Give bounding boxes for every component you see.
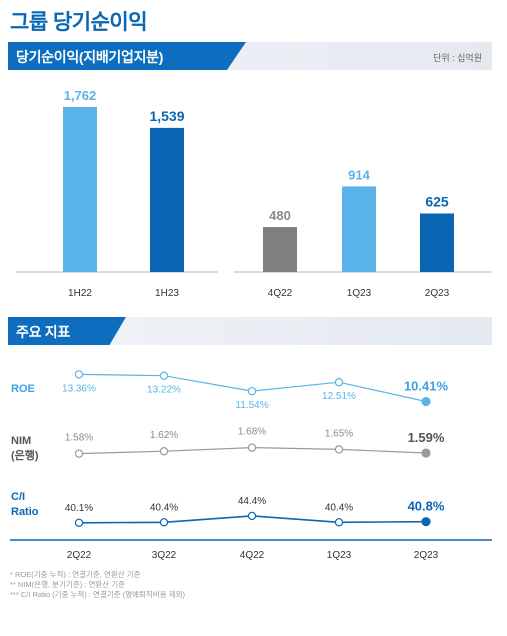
- series-label-ciratio-0: C/I: [11, 491, 25, 503]
- data-label-ciratio-3Q22: 40.4%: [150, 502, 178, 513]
- point-ciratio-2Q22: [74, 518, 84, 527]
- series-label-roe-0: ROE: [11, 383, 35, 395]
- series-label-nim-0: NIM: [11, 435, 31, 447]
- x-tick-label-2Q22: 2Q22: [67, 550, 92, 561]
- bar-value-label-2Q23: 625: [425, 193, 449, 209]
- data-label-ciratio-4Q22: 44.4%: [238, 496, 266, 507]
- x-tick-label-4Q22: 4Q22: [240, 550, 265, 561]
- x-tick-label-2Q23: 2Q23: [425, 288, 450, 299]
- point-nim-4Q22: [247, 443, 257, 452]
- bar-value-label-4Q22: 480: [269, 208, 291, 223]
- footnote-roe: * ROE(기중 누적) : 연결기준, 연환산 기준: [10, 570, 141, 579]
- point-nim-1Q23: [334, 445, 344, 454]
- page-title: 그룹 당기순이익: [10, 11, 148, 34]
- data-label-nim-3Q22: 1.62%: [150, 430, 178, 441]
- data-label-nim-2Q23: 1.59%: [408, 430, 445, 445]
- footnote-nim: ** NIM(은행, 분기기준) : 연환산 기준: [10, 580, 126, 589]
- data-label-nim-4Q22: 1.68%: [238, 427, 266, 438]
- point-ciratio-3Q22: [159, 518, 169, 527]
- net-income-section-header: 당기순이익(지배기업지분) 단위 : 십억원: [8, 42, 492, 70]
- bar-1H23: [150, 127, 184, 272]
- key-indicators-section-header: 주요 지표: [8, 317, 492, 345]
- point-nim-2Q23: [421, 448, 431, 458]
- bar-value-label-1H22: 1,762: [64, 88, 97, 103]
- point-ciratio-2Q23: [421, 517, 431, 527]
- data-label-roe-3Q22: 13.22%: [147, 385, 181, 396]
- section-tab: [8, 317, 126, 345]
- data-label-roe-4Q22: 11.54%: [235, 400, 268, 411]
- series-label-ciratio-1: Ratio: [11, 506, 39, 518]
- x-tick-label-1H23: 1H23: [155, 288, 179, 299]
- data-label-nim-2Q22: 1.58%: [65, 433, 93, 444]
- unit-label: 단위 : 십억원: [433, 53, 482, 63]
- bar-value-label-1Q23: 914: [348, 167, 370, 182]
- point-ciratio-1Q23: [334, 518, 344, 527]
- x-tick-label-2Q23: 2Q23: [414, 550, 439, 561]
- data-label-roe-1Q23: 12.51%: [322, 391, 356, 402]
- section-tab: [8, 42, 246, 70]
- data-label-ciratio-2Q22: 40.1%: [65, 503, 93, 514]
- net-income-section-title: 당기순이익(지배기업지분): [16, 49, 164, 65]
- series-label-nim-1: (은행): [11, 448, 39, 462]
- data-label-nim-1Q23: 1.65%: [325, 428, 353, 439]
- bar-1H22: [63, 107, 97, 272]
- bar-1Q23: [342, 186, 376, 272]
- footnote-ci: *** C/I Ratio (기중 누적) : 연결기준 (명예퇴직비용 제외): [10, 590, 185, 599]
- x-tick-label-1Q23: 1Q23: [347, 288, 372, 299]
- x-tick-label-3Q22: 3Q22: [152, 550, 177, 561]
- footnotes: * ROE(기중 누적) : 연결기준, 연환산 기준 ** NIM(은행, 분…: [10, 570, 185, 600]
- bar-2Q23: [420, 213, 454, 272]
- x-tick-label-1H22: 1H22: [68, 288, 92, 299]
- bar-4Q22: [263, 227, 297, 272]
- bar-value-label-1H23: 1,539: [149, 108, 184, 124]
- point-roe-1Q23: [334, 378, 344, 387]
- x-tick-label-1Q23: 1Q23: [327, 550, 352, 561]
- point-nim-3Q22: [159, 447, 169, 456]
- data-label-ciratio-2Q23: 40.8%: [408, 499, 445, 514]
- key-indicators-section-title: 주요 지표: [16, 324, 70, 340]
- data-label-roe-2Q23: 10.41%: [404, 379, 449, 394]
- point-roe-2Q23: [421, 396, 431, 407]
- point-nim-2Q22: [74, 449, 84, 458]
- point-ciratio-4Q22: [247, 511, 257, 521]
- data-label-roe-2Q22: 13.36%: [62, 383, 96, 394]
- x-tick-label-4Q22: 4Q22: [268, 288, 293, 299]
- data-label-ciratio-1Q23: 40.4%: [325, 502, 353, 513]
- point-roe-3Q22: [159, 371, 169, 380]
- point-roe-4Q22: [247, 386, 257, 396]
- point-roe-2Q22: [74, 370, 84, 379]
